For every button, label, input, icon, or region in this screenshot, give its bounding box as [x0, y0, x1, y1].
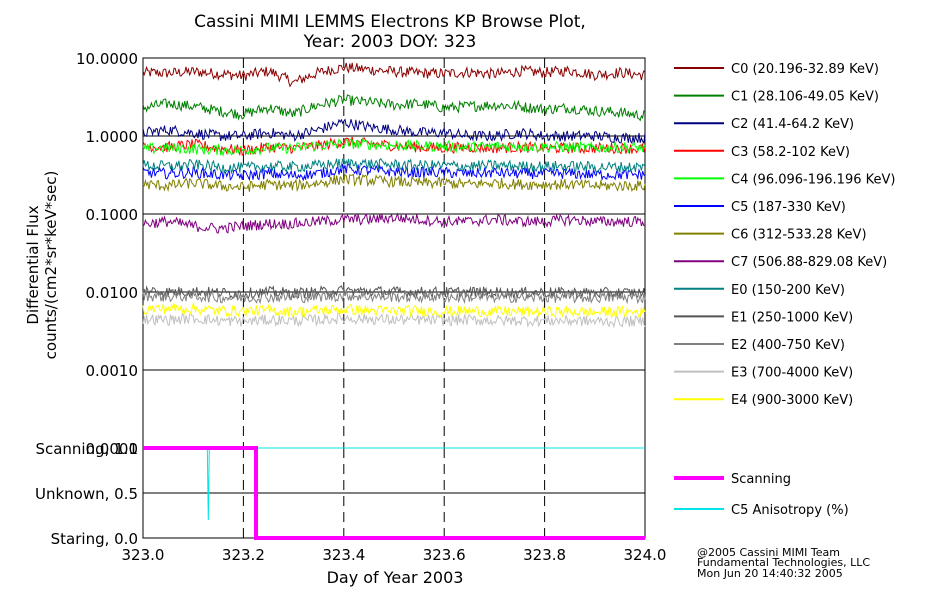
chart-subtitle: Year: 2003 DOY: 323	[303, 32, 477, 52]
series-line	[142, 62, 646, 88]
chart-title: Cassini MIMI LEMMS Electrons KP Browse P…	[194, 12, 586, 32]
legend-label: E0 (150-200 KeV)	[731, 283, 845, 298]
series-line	[142, 173, 646, 193]
y-axis-label: Differential Flux	[24, 205, 42, 324]
flux-panel: 10.0000 1.0000 0.1000 0.0100 0.0010 0.0001	[76, 50, 646, 458]
x-tick-label: 323.8	[523, 546, 566, 564]
series-line	[142, 212, 645, 234]
footer-copyright: @2005 Cassini MIMI Team	[697, 546, 840, 559]
series-line	[142, 301, 646, 320]
x-tick-label: 323.0	[122, 546, 165, 564]
series-line	[142, 94, 646, 122]
scanning-line	[143, 446, 645, 540]
series-line	[142, 137, 646, 157]
legend: C0 (20.196-32.89 KeV) C1 (28.106-49.05 Ke…	[674, 62, 895, 518]
legend-label: C2 (41.4-64.2 KeV)	[731, 117, 854, 132]
legend-label: C1 (28.106-49.05 KeV)	[731, 90, 879, 105]
legend-label: C7 (506.88-829.08 KeV)	[731, 255, 887, 270]
x-tick-label: 323.6	[423, 546, 466, 564]
flux-plot-frame	[142, 57, 646, 449]
legend-label: C3 (58.2-102 KeV)	[731, 145, 850, 160]
anisotropy-line	[143, 447, 645, 521]
flux-y-tick-label: 0.0010	[86, 362, 139, 380]
x-axis-label: Day of Year 2003	[327, 568, 464, 587]
series-line	[142, 312, 646, 329]
series-line	[142, 288, 646, 305]
legend-label: C5 Anisotropy (%)	[731, 503, 849, 518]
series-line	[142, 163, 646, 182]
legend-label: E1 (250-1000 KeV)	[731, 310, 853, 325]
mode-y-tick-label: Scanning, 1.0	[35, 440, 138, 458]
series-line	[142, 284, 646, 300]
x-tick-label: 323.4	[322, 546, 365, 564]
legend-label: E4 (900-3000 KeV)	[731, 393, 853, 408]
legend-label: C0 (20.196-32.89 KeV)	[731, 62, 879, 77]
flux-y-tick-label: 1.0000	[86, 128, 139, 146]
legend-label: E2 (400-750 KeV)	[731, 338, 845, 353]
legend-label: C4 (96.096-196.196 KeV)	[731, 172, 895, 187]
flux-y-tick-label: 10.0000	[76, 50, 138, 68]
legend-label: C5 (187-330 KeV)	[731, 200, 846, 215]
series-line	[142, 136, 646, 157]
legend-label: C6 (312-533.28 KeV)	[731, 228, 867, 243]
flux-y-tick-label: 0.0001	[86, 440, 139, 458]
mode-y-tick-label: Staring, 0.0	[51, 530, 138, 548]
legend-label: Scanning	[731, 472, 791, 487]
y-axis-label-units: counts/(cm2*sr*keV*sec)	[42, 171, 60, 360]
series-line	[142, 157, 646, 175]
x-tick-label: 324.0	[624, 546, 667, 564]
footer-company: Fundamental Technologies, LLC	[697, 556, 870, 569]
series-line	[142, 118, 646, 145]
flux-y-tick-label: 0.0100	[86, 284, 139, 302]
x-tick-label: 323.2	[222, 546, 265, 564]
footer-timestamp: Mon Jun 20 14:40:32 2005	[697, 567, 843, 580]
legend-label: E3 (700-4000 KeV)	[731, 366, 853, 381]
flux-y-tick-label: 0.1000	[86, 206, 139, 224]
mode-y-tick-label: Unknown, 0.5	[35, 485, 138, 503]
